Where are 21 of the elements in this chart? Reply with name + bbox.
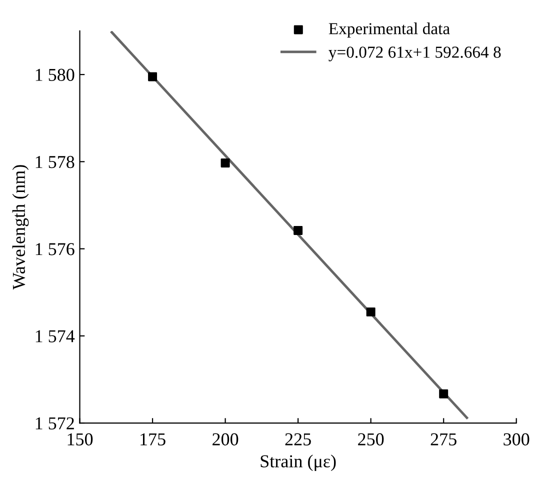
point: [439, 389, 448, 398]
point: [294, 226, 303, 235]
x-tick-label: 300: [504, 433, 530, 446]
x-tick-label: 250: [358, 433, 384, 446]
y-tick-label: 1 578: [36, 156, 74, 168]
point: [220, 158, 230, 168]
x-tick-label: 225: [285, 433, 311, 446]
x-tick-label: 275: [430, 433, 456, 446]
legend-label: y=0.072 61x+1 592.664 8: [328, 46, 501, 62]
point: [366, 307, 376, 316]
point: [148, 72, 158, 82]
x-tick-label: 175: [140, 433, 166, 446]
legend-label: Experimental data: [328, 22, 450, 38]
y-tick-label: 1 576: [36, 243, 74, 256]
y-axis-title: Wavelength (nm): [12, 165, 29, 290]
y-tick-label: 1 572: [36, 417, 74, 430]
x-tick-label: 200: [212, 433, 238, 446]
y-tick-label: 1 574: [36, 330, 75, 342]
y-tick-label: 1 580: [36, 68, 74, 81]
x-tick-label: 150: [68, 433, 93, 446]
x-axis-title: Strain (με): [260, 454, 336, 472]
